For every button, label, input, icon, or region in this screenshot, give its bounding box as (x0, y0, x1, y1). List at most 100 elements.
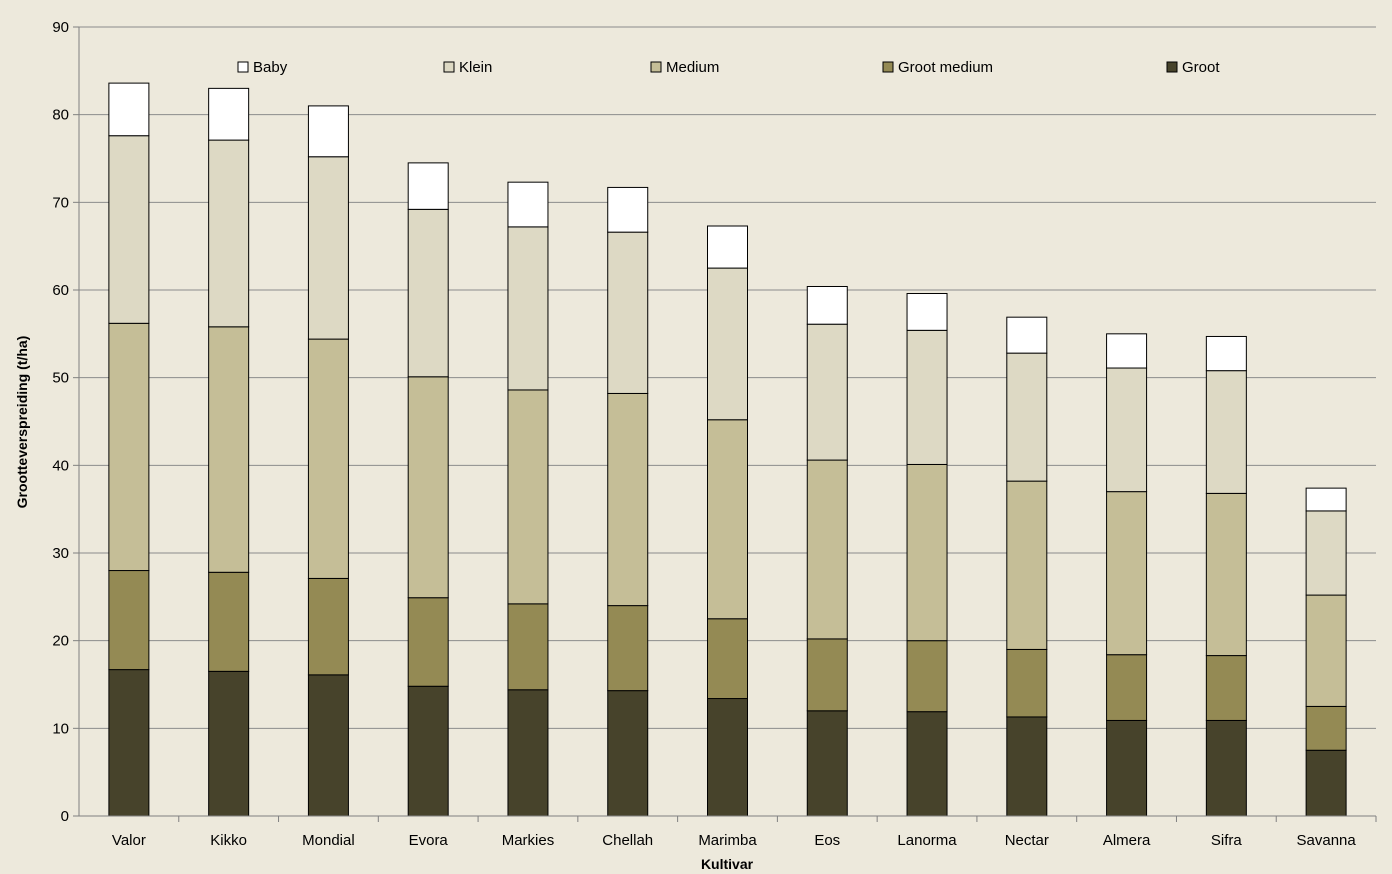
y-tick-label: 80 (52, 107, 69, 124)
bar-groot-mondial (307, 674, 349, 817)
x-tick-label: Almera (1103, 832, 1151, 849)
legend-label-klein: Klein (459, 59, 492, 76)
bar-baby-kikko (208, 87, 250, 141)
bar-medium-mondial (307, 338, 349, 579)
legend-swatch-klein (443, 61, 455, 73)
x-tick-label: Eos (814, 832, 840, 849)
bar-groot-sifra (1205, 719, 1247, 817)
bar-groot-kikko (208, 670, 250, 817)
x-tick-labels: Valor Kikko Mondial Evora Markies Chellah Mari… (112, 816, 1377, 849)
x-tick-label: Evora (409, 832, 449, 849)
y-tick-label: 40 (52, 457, 69, 474)
bar-groot-lanorma (906, 711, 948, 817)
y-axis-title: Grootteverspreiding (t/ha) (14, 336, 30, 509)
y-tick-label: 70 (52, 194, 69, 211)
bar-groot-almera (1106, 719, 1148, 817)
bar-baby-almera (1106, 333, 1148, 369)
bar-groot-medium-marimba (707, 618, 748, 700)
y-tick-label: 10 (52, 720, 69, 737)
bar-klein-chellah (607, 231, 649, 394)
bar-medium-sifra (1205, 492, 1247, 657)
bar-medium-lanorma (906, 463, 948, 642)
legend-label-baby: Baby (253, 59, 288, 76)
legend-swatch-groot-medium (882, 61, 894, 73)
bar-groot-markies (507, 689, 549, 817)
bar-klein-savanna (1305, 510, 1347, 596)
bar-medium-kikko (208, 326, 250, 573)
bar-klein-almera (1106, 367, 1148, 493)
bar-baby-markies (507, 181, 549, 228)
bar-groot-medium-almera (1106, 654, 1148, 721)
y-tick-label: 60 (52, 282, 69, 299)
bar-groot-evora (407, 685, 449, 817)
x-tick-label: Markies (502, 832, 555, 849)
bar-groot-medium-markies (507, 603, 549, 691)
legend: Baby Klein Medium Groot medium Groot (237, 59, 1220, 76)
bar-baby-valor (108, 82, 150, 137)
bar-medium-marimba (707, 419, 748, 620)
y-tick-label: 50 (52, 370, 69, 387)
bar-groot-medium-evora (407, 597, 449, 687)
legend-swatch-groot (1166, 61, 1178, 73)
bar-klein-marimba (707, 267, 748, 421)
x-tick-label: Valor (112, 832, 146, 849)
legend-label-medium: Medium (666, 59, 719, 76)
bar-groot-medium-lanorma (906, 640, 948, 713)
bar-groot-savanna (1305, 749, 1347, 817)
bar-klein-eos (806, 323, 848, 461)
bar-baby-marimba (707, 225, 748, 269)
bar-groot-medium-savanna (1305, 705, 1347, 751)
bar-klein-lanorma (906, 329, 948, 465)
y-tick-label: 0 (61, 808, 69, 825)
legend-swatch-baby (237, 61, 249, 73)
x-tick-label: Kikko (210, 832, 247, 849)
bar-klein-kikko (208, 139, 250, 328)
bar-klein-valor (108, 135, 150, 324)
x-axis-title: Kultivar (701, 856, 754, 872)
y-tick-label: 90 (52, 19, 69, 36)
bar-baby-eos (806, 285, 848, 325)
bar-klein-markies (507, 226, 549, 391)
x-tick-label: Nectar (1005, 832, 1049, 849)
bar-medium-chellah (607, 392, 649, 607)
y-tick-labels: 0 10 20 30 40 50 60 70 80 90 (52, 19, 79, 825)
bar-medium-eos (806, 459, 848, 640)
y-tick-label: 30 (52, 545, 69, 562)
legend-label-groot-medium: Groot medium (898, 59, 993, 76)
bar-baby-evora (407, 162, 449, 210)
bar-groot-valor (108, 669, 150, 817)
bar-groot-medium-valor (108, 570, 150, 671)
bar-baby-mondial (307, 105, 349, 158)
bar-medium-valor (108, 322, 150, 572)
bar-groot-medium-nectar (1006, 648, 1048, 718)
bar-groot-nectar (1006, 716, 1048, 817)
bar-medium-almera (1106, 491, 1148, 656)
x-tick-label: Sifra (1211, 832, 1243, 849)
bar-groot-medium-chellah (607, 605, 649, 692)
bar-baby-lanorma (906, 293, 948, 331)
bar-medium-savanna (1305, 594, 1347, 707)
x-tick-label: Marimba (698, 832, 757, 849)
bar-groot-medium-mondial (307, 577, 349, 676)
bar-baby-savanna (1305, 487, 1347, 512)
bars (108, 82, 1347, 817)
bar-medium-markies (507, 389, 549, 605)
legend-swatch-medium (650, 61, 662, 73)
bar-groot-marimba (707, 698, 748, 817)
legend-label-groot: Groot (1182, 59, 1220, 76)
x-tick-label: Lanorma (897, 832, 957, 849)
bar-klein-evora (407, 208, 449, 378)
bar-klein-mondial (307, 156, 349, 340)
bar-medium-nectar (1006, 480, 1048, 650)
bar-groot-medium-kikko (208, 571, 250, 672)
x-tick-label: Mondial (302, 832, 355, 849)
x-tick-label: Chellah (602, 832, 653, 849)
x-tick-label: Savanna (1297, 832, 1357, 849)
bar-groot-medium-sifra (1205, 655, 1247, 721)
bar-baby-sifra (1205, 335, 1247, 372)
bar-groot-medium-eos (806, 638, 848, 712)
axes (78, 27, 1376, 817)
bar-medium-evora (407, 376, 449, 599)
bar-klein-sifra (1205, 370, 1247, 494)
